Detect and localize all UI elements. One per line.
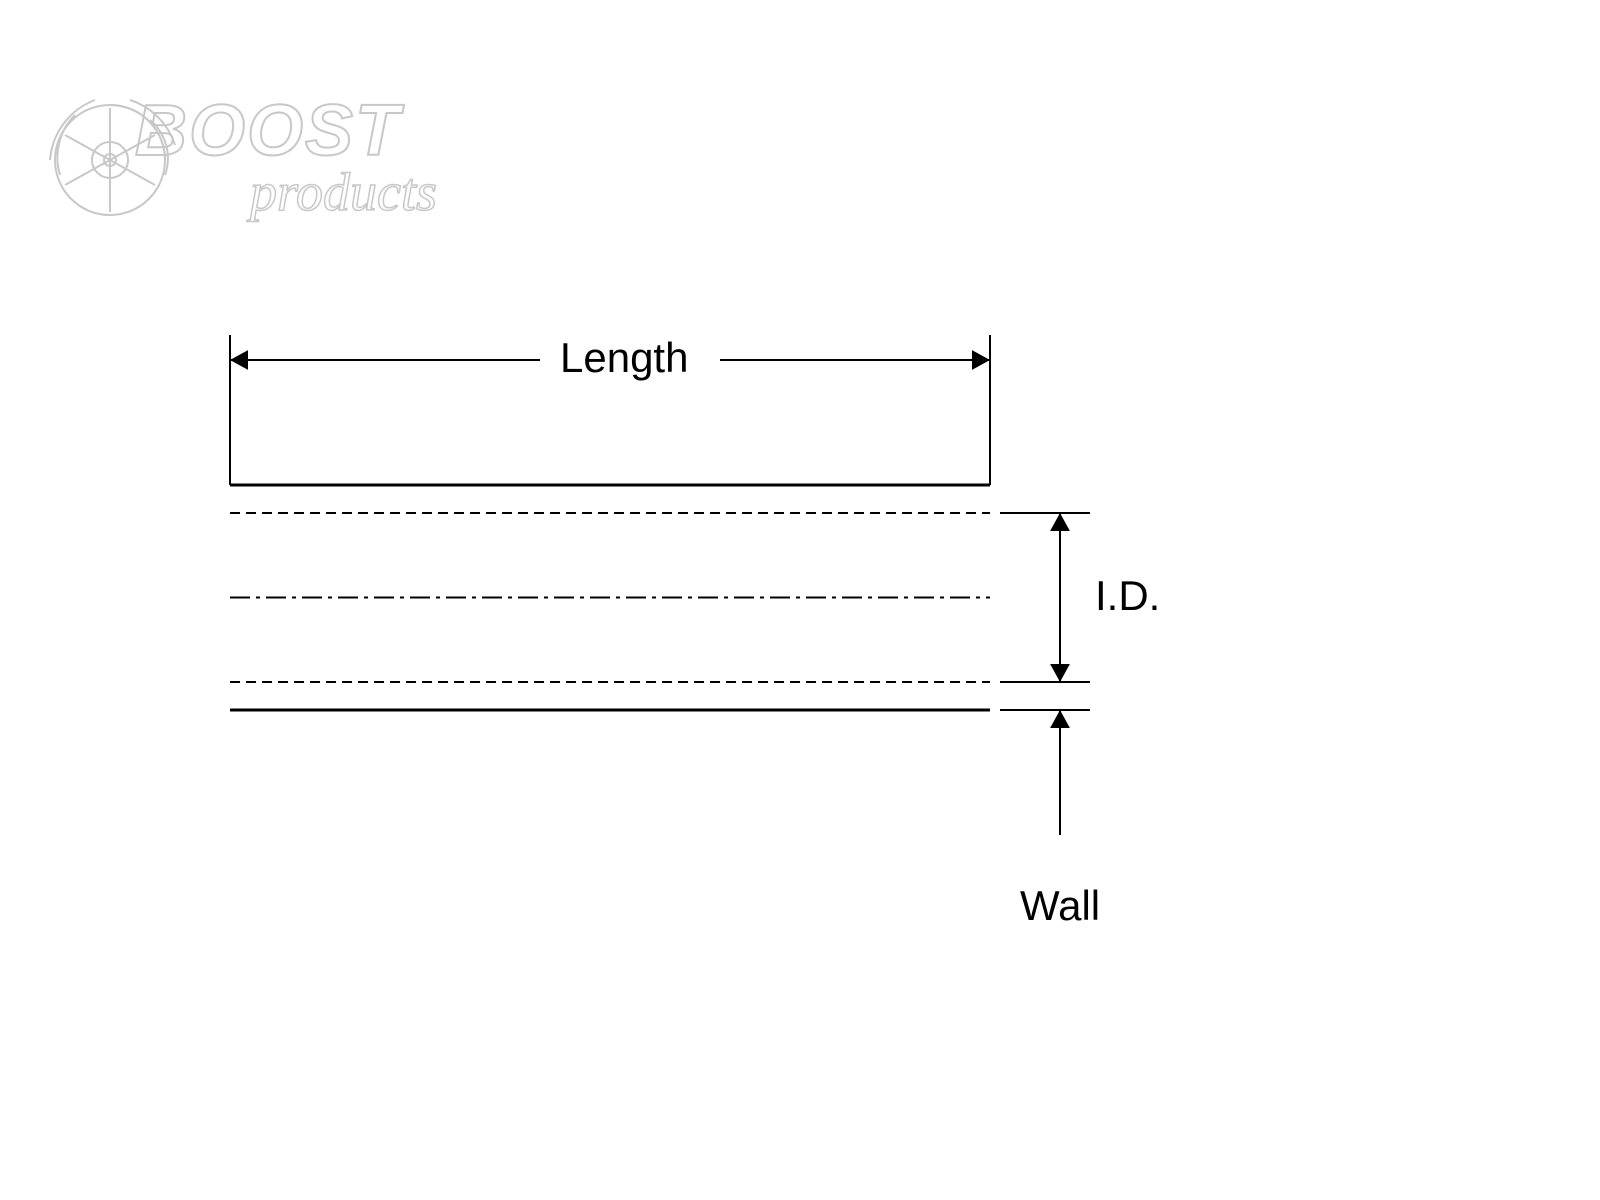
id-label: I.D. [1095, 572, 1160, 619]
dimension-length: Length [230, 334, 990, 485]
logo-watermark: BOOST products [50, 91, 437, 222]
dimension-id: I.D. [1000, 513, 1160, 682]
logo-main-text: BOOST [135, 91, 405, 171]
logo-sub-text: products [246, 162, 437, 222]
dimension-wall: Wall [1000, 710, 1100, 929]
wall-label: Wall [1020, 882, 1100, 929]
diagram-canvas: BOOST products Length I.D. Wall [0, 0, 1600, 1200]
length-label: Length [560, 334, 688, 381]
tube-drawing [230, 485, 990, 710]
